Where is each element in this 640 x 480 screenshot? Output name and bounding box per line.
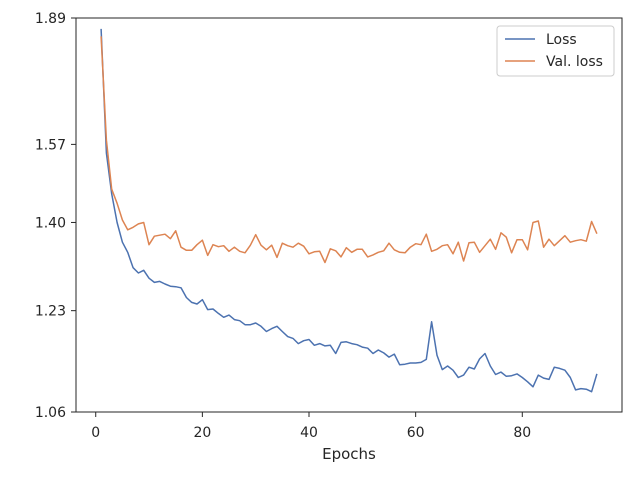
x-tick-label: 20 [193,425,211,441]
y-tick-label-bottom: 1.06 [35,405,66,421]
series-layer [100,28,598,393]
x-tick-label: 0 [91,425,100,441]
x-tick-label: 80 [513,425,531,441]
y-tick-label: 1.57 [35,137,66,153]
y-axis: 1.23 1.40 1.57 1.89 1.06 [35,11,76,421]
y-tick-label: 1.23 [35,304,66,320]
legend-label-val-loss: Val. loss [546,54,603,70]
y-tick-label-top: 1.89 [35,11,66,27]
plot-area [75,17,623,413]
legend: Loss Val. loss [496,25,615,77]
axes-frame [75,17,623,413]
x-tick-label: 40 [300,425,318,441]
y-tick-label: 1.40 [35,215,66,231]
series-line-val-loss [100,36,598,264]
x-axis-title: Epochs [322,445,376,463]
x-tick-label: 60 [407,425,425,441]
legend-label-loss: Loss [546,32,577,48]
series-line-loss [100,28,598,393]
x-axis: 0 20 40 60 80 [91,412,531,441]
